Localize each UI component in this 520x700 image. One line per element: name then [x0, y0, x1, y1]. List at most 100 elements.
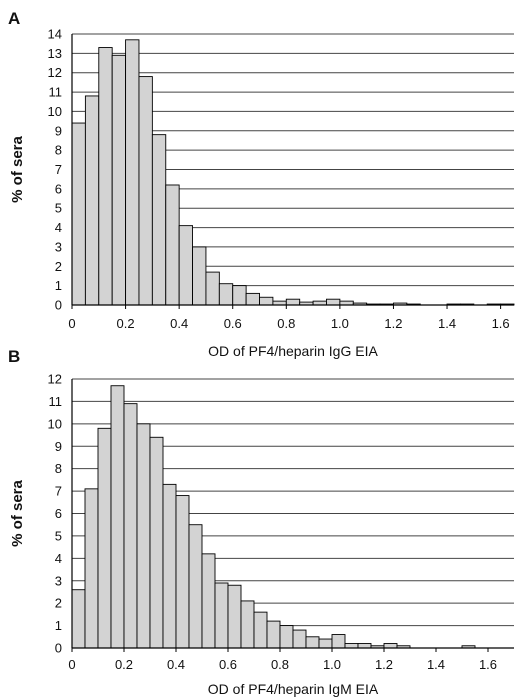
panel-a-y-tick-label: 14	[48, 27, 62, 42]
panel-a-x-axis-title: OD of PF4/heparin IgG EIA	[208, 343, 378, 359]
panel-b-bar	[331, 634, 346, 649]
panel-b-bar	[97, 427, 112, 649]
panel-b-y-tick-label: 12	[48, 372, 62, 387]
panel-a-y-tick-label: 6	[55, 181, 62, 196]
panel-b-x-tick-label: 0.4	[167, 657, 185, 672]
panel-b-bar	[357, 643, 372, 649]
panel-b-bar	[266, 620, 281, 649]
panel-b-bar	[162, 483, 177, 649]
panel-b-gridlines	[72, 378, 514, 649]
panel-b-y-tick-label: 10	[48, 416, 62, 431]
panel-b-y-tick-label: 7	[55, 484, 62, 499]
panel-a-x-tick-labels: 0 0.2 0.4 0.6 0.8 1.0 1.2 1.4 1.6	[68, 316, 509, 331]
panel-a-bar	[165, 184, 180, 306]
panel-b-bar	[279, 625, 294, 649]
panel-b-bar	[84, 488, 99, 649]
panel-a-bar	[259, 296, 274, 306]
panel-a-bar	[151, 134, 167, 306]
panel-a-bar	[218, 283, 234, 306]
panel-b-x-tick-label: 0.8	[271, 657, 289, 672]
panel-b-bar	[201, 553, 216, 649]
panel-a-y-tick-label: 3	[55, 239, 62, 254]
panel-a-bar	[138, 76, 153, 306]
panel-a-bar	[232, 285, 247, 306]
panel-a-x-tick-label: 1.6	[492, 316, 510, 331]
panel-b-bar	[149, 436, 164, 649]
panel-b-x-tick-label: 0	[68, 657, 75, 672]
panel-a-x-tick-label: 0.6	[224, 316, 242, 331]
panel-b-y-tick-label: 2	[55, 596, 62, 611]
panel-b-x-axis-title: OD of PF4/heparin IgM EIA	[208, 681, 379, 697]
panel-b-x-tick-labels: 0 0.2 0.4 0.6 0.8 1.0 1.2 1.4 1.6	[68, 657, 497, 672]
panel-b-y-tick-label: 1	[55, 618, 62, 633]
panel-a-bars	[71, 39, 515, 306]
panel-a-x-tick-label: 1.0	[331, 316, 349, 331]
panel-b-x-tick-label: 0.6	[219, 657, 237, 672]
panel-a-bar	[245, 292, 260, 306]
panel-a-bar	[98, 47, 113, 306]
panel-a-bar	[71, 122, 86, 306]
panel-b-bar	[136, 423, 151, 649]
panel-b-x-tick-label: 0.2	[115, 657, 133, 672]
panel-a-x-tick-label: 0.2	[117, 316, 135, 331]
panel-a-bar	[178, 225, 193, 306]
panel-b-y-tick-label: 4	[55, 551, 62, 566]
panel-b-bar	[227, 584, 242, 649]
panel-a-y-tick-label: 8	[55, 143, 62, 158]
panel-a-x-tick-label: 0	[68, 316, 75, 331]
panel-a-y-tick-label: 0	[55, 298, 62, 313]
panel-a-bar	[326, 298, 341, 306]
panel-b-bar	[188, 524, 203, 649]
panel-a-y-tick-label: 10	[48, 104, 62, 119]
panel-b-y-tick-label: 6	[55, 506, 62, 521]
panel-a-y-tick-label: 13	[48, 46, 62, 61]
panel-a-bar	[84, 95, 100, 306]
panel-b-bar	[214, 582, 229, 649]
panel-b-bar	[240, 600, 255, 649]
panel-b-y-tick-label: 3	[55, 573, 62, 588]
panel-b-bar	[175, 495, 190, 649]
panel-b-bar	[123, 403, 138, 649]
panel-b-bar	[383, 643, 398, 649]
panel-a-y-tick-label: 1	[55, 278, 62, 293]
panel-b-y-tick-label: 9	[55, 439, 62, 454]
panel-b-bar	[71, 589, 86, 649]
panel-b-bar	[344, 643, 359, 649]
panel-b-y-tick-label: 11	[49, 394, 63, 409]
panel-a-x-tick-label: 1.2	[384, 316, 402, 331]
panel-b-bar	[110, 385, 125, 649]
panel-a-letter: A	[8, 9, 20, 28]
panel-b-bars	[71, 385, 476, 649]
panel-a-y-tick-label: 11	[49, 85, 63, 100]
panel-a-y-tick-label: 5	[55, 201, 62, 216]
panel-b-y-axis-title: % of sera	[9, 479, 26, 546]
panel-b-y-tick-label: 5	[55, 528, 62, 543]
panel-a-y-tick-label: 7	[55, 162, 62, 177]
panel-a-axes	[71, 34, 514, 309]
panel-b-x-tick-label: 1.4	[427, 657, 445, 672]
panel-b-y-tick-label: 0	[55, 641, 62, 656]
panel-b-bar	[318, 638, 333, 649]
panel-a-y-tick-label: 9	[55, 123, 62, 138]
panel-a-y-tick-label: 12	[48, 65, 62, 80]
panel-a-y-tick-label: 2	[55, 259, 62, 274]
panel-b-bar	[292, 629, 307, 649]
panel-b-bar	[253, 611, 268, 649]
panel-a-bar	[111, 54, 127, 306]
panel-b-axes	[71, 379, 514, 652]
panel-a-y-axis-title: % of sera	[9, 135, 26, 202]
panel-b-x-tick-label: 1.0	[323, 657, 341, 672]
panel-b-bar	[305, 636, 320, 649]
panel-b-y-tick-label: 8	[55, 461, 62, 476]
panel-a-y-tick-label: 4	[55, 220, 62, 235]
panel-a-x-tick-label: 0.8	[277, 316, 295, 331]
panel-a-bar	[192, 246, 207, 306]
panel-a-x-tick-label: 1.4	[438, 316, 456, 331]
panel-a-bar	[285, 298, 301, 306]
panel-a-bar	[125, 39, 140, 306]
